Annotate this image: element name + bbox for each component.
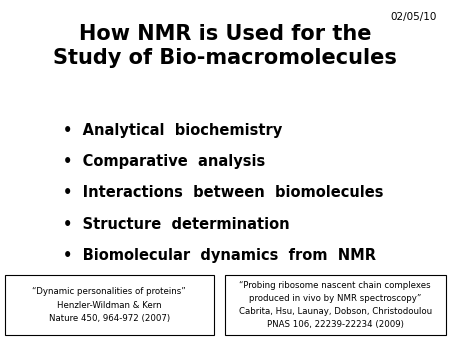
Text: “Dynamic personalities of proteins”
Henzler-Wildman & Kern
Nature 450, 964-972 (: “Dynamic personalities of proteins” Henz… — [32, 287, 186, 323]
Text: •  Structure  determination: • Structure determination — [63, 217, 290, 232]
Text: “Probing ribosome nascent chain complexes
produced in vivo by NMR spectroscopy”
: “Probing ribosome nascent chain complexe… — [238, 281, 432, 329]
Text: •  Comparative  analysis: • Comparative analysis — [63, 154, 265, 169]
Bar — [4, 275, 214, 335]
Text: How NMR is Used for the
Study of Bio-macromolecules: How NMR is Used for the Study of Bio-mac… — [53, 24, 397, 68]
Text: •  Biomolecular  dynamics  from  NMR: • Biomolecular dynamics from NMR — [63, 248, 376, 263]
Text: •  Interactions  between  biomolecules: • Interactions between biomolecules — [63, 186, 383, 200]
Bar — [225, 275, 446, 335]
Text: •  Analytical  biochemistry: • Analytical biochemistry — [63, 123, 282, 138]
Text: 02/05/10: 02/05/10 — [390, 12, 436, 22]
